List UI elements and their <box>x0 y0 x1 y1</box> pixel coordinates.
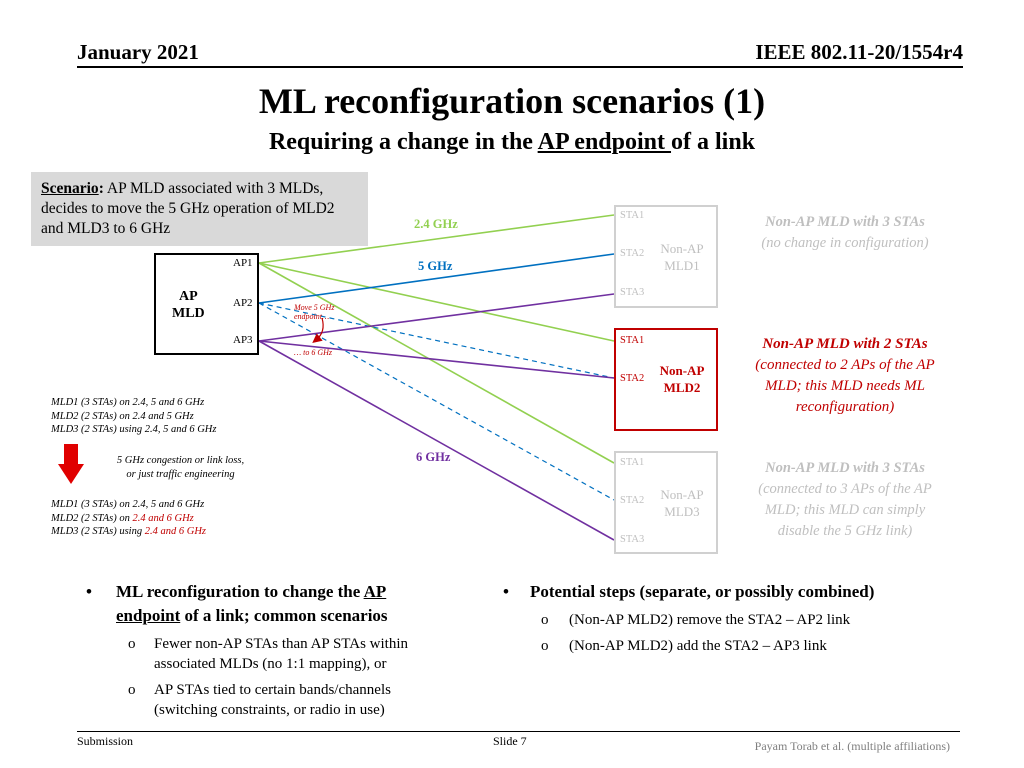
mld3-sta3: STA3 <box>620 534 645 545</box>
before-config: MLD1 (3 STAs) on 2.4, 5 and 6 GHz MLD2 (2… <box>51 397 217 435</box>
left-sub-text-1: Fewer non-AP STAs than AP STAs within ass… <box>154 636 408 672</box>
down-arrow-head <box>58 464 84 484</box>
down-arrow-shaft <box>64 444 78 464</box>
mld2-sta2: STA2 <box>620 373 645 384</box>
right-sub-text-2: (Non-AP MLD2) add the STA2 – AP3 link <box>569 638 827 654</box>
header-rule <box>77 66 963 68</box>
right-sub-marker-1: o <box>541 612 549 628</box>
link-ap1-mld1-sta1 <box>258 214 615 264</box>
mld1-sta2: STA2 <box>620 248 645 259</box>
scenario-text: AP MLD associated with 3 MLDs, decides t… <box>41 180 335 237</box>
left-sub-text-2: AP STAs tied to certain bands/channels (s… <box>154 682 391 718</box>
link-ap1-mld2-sta1 <box>258 262 615 342</box>
ap-mld-label: AP MLD <box>172 289 205 321</box>
move-note: Move 5 GHz endpoint… <box>294 303 335 321</box>
ap-mld-box <box>154 253 259 355</box>
mld2-description: Non-AP MLD with 2 STAs (connected to 2 AP… <box>755 336 935 415</box>
band-label-2-4: 2.4 GHz <box>414 217 458 231</box>
change-cause: 5 GHz congestion or link loss, or just tr… <box>116 455 245 480</box>
mld2-sta1: STA1 <box>620 335 645 346</box>
link-ap1-mld3-sta1 <box>258 262 615 464</box>
move-arrow <box>312 317 324 344</box>
band-label-5: 5 GHz <box>418 259 453 273</box>
mld1-sta3: STA3 <box>620 287 645 298</box>
mld3-description: Non-AP MLD with 3 STAs (connected to 3 AP… <box>758 460 932 539</box>
link-ap2-mld3-sta2-dashed <box>258 302 615 501</box>
band-label-6: 6 GHz <box>416 450 451 464</box>
ap2-label: AP2 <box>233 297 253 309</box>
footer-authors: Payam Torab et al. (multiple affiliation… <box>754 739 950 753</box>
link-ap2-mld2-sta2-dashed <box>258 302 615 379</box>
footer-slide-number: Slide 7 <box>493 734 527 748</box>
link-ap2-mld1-sta2 <box>258 253 615 304</box>
slide-subtitle: Requiring a change in the AP endpoint of… <box>268 129 756 155</box>
mld1-name: Non-AP MLD1 <box>660 241 704 273</box>
mld3-name: Non-AP MLD3 <box>660 487 704 519</box>
mld3-sta1: STA1 <box>620 457 645 468</box>
mld3-sta2: STA2 <box>620 495 645 506</box>
link-ap3-mld2-sta2 <box>258 340 615 379</box>
scenario-label: Scenario <box>41 180 99 197</box>
right-bullet-marker: • <box>503 582 509 601</box>
right-bullet-text: Potential steps (separate, or possibly c… <box>530 582 875 601</box>
footer-rule <box>77 731 960 732</box>
link-ap3-mld1-sta3 <box>258 293 615 342</box>
link-ap3-mld3-sta3 <box>258 340 615 541</box>
left-bullet-text: ML reconfiguration to change the AP endpo… <box>116 582 388 625</box>
ap3-label: AP3 <box>233 334 253 346</box>
header-doc-id: IEEE 802.11-20/1554r4 <box>755 40 963 64</box>
right-sub-text-1: (Non-AP MLD2) remove the STA2 – AP2 link <box>569 612 851 628</box>
scenario-box: Scenario: AP MLD associated with 3 MLDs,… <box>31 172 368 246</box>
after-config: MLD1 (3 STAs) on 2.4, 5 and 6 GHz MLD2 (2… <box>51 499 206 537</box>
mld2-name: Non-AP MLD2 <box>659 363 705 395</box>
header-date: January 2021 <box>77 40 199 64</box>
left-sub-marker-1: o <box>128 636 136 652</box>
left-bullet-marker: • <box>86 582 92 601</box>
footer-submission: Submission <box>77 734 134 748</box>
mld2-box <box>614 328 718 431</box>
move-note-target: … to 6 GHz <box>294 348 333 357</box>
mld1-sta1: STA1 <box>620 210 645 221</box>
mld3-box <box>614 451 718 554</box>
slide-title: ML reconfiguration scenarios (1) <box>258 81 766 121</box>
mld1-description: Non-AP MLD with 3 STAs (no change in conf… <box>761 214 929 251</box>
left-sub-marker-2: o <box>128 682 136 698</box>
ap1-label: AP1 <box>233 257 253 269</box>
right-sub-marker-2: o <box>541 638 549 654</box>
mld1-box <box>614 205 718 308</box>
